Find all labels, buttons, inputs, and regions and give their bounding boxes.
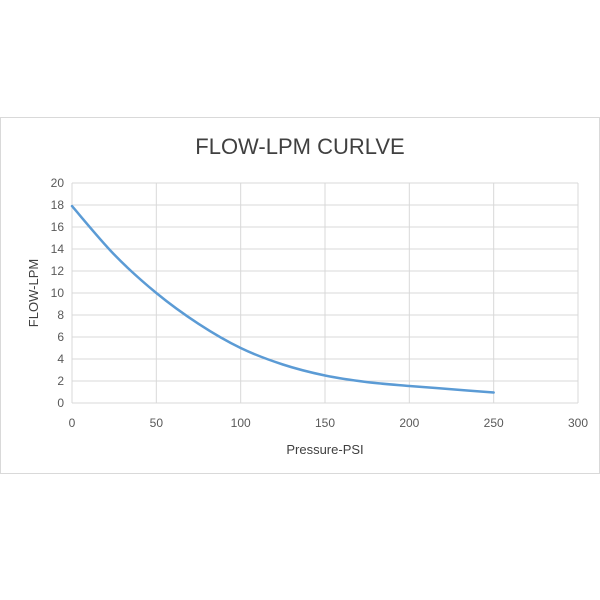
- x-tick-labels: 0 50 100 150 200 250 300: [69, 416, 589, 430]
- y-tick-label: 0: [57, 396, 64, 410]
- x-tick-label: 200: [399, 416, 419, 430]
- y-tick-label: 18: [51, 198, 65, 212]
- x-tick-label: 100: [231, 416, 251, 430]
- x-tick-label: 250: [484, 416, 504, 430]
- y-tick-label: 10: [51, 286, 65, 300]
- y-tick-label: 14: [51, 242, 65, 256]
- chart-title: FLOW-LPM CURLVE: [195, 134, 404, 159]
- x-tick-label: 150: [315, 416, 335, 430]
- x-tick-label: 0: [69, 416, 76, 430]
- y-tick-labels: 0 2 4 6 8 10 12 14 16 18 20: [51, 176, 65, 410]
- y-tick-label: 2: [57, 374, 64, 388]
- y-tick-label: 16: [51, 220, 65, 234]
- chart-frame: [0, 117, 600, 474]
- x-tick-label: 300: [568, 416, 588, 430]
- y-tick-label: 4: [57, 352, 64, 366]
- x-tick-label: 50: [150, 416, 164, 430]
- y-axis-label: FLOW-LPM: [26, 259, 41, 327]
- flow-series-line: [70, 204, 495, 394]
- y-tick-label: 8: [57, 308, 64, 322]
- y-tick-label: 20: [51, 176, 65, 190]
- y-tick-label: 12: [51, 264, 65, 278]
- grid-lines: [71, 182, 579, 404]
- y-tick-label: 6: [57, 330, 64, 344]
- x-axis-label: Pressure-PSI: [286, 442, 363, 457]
